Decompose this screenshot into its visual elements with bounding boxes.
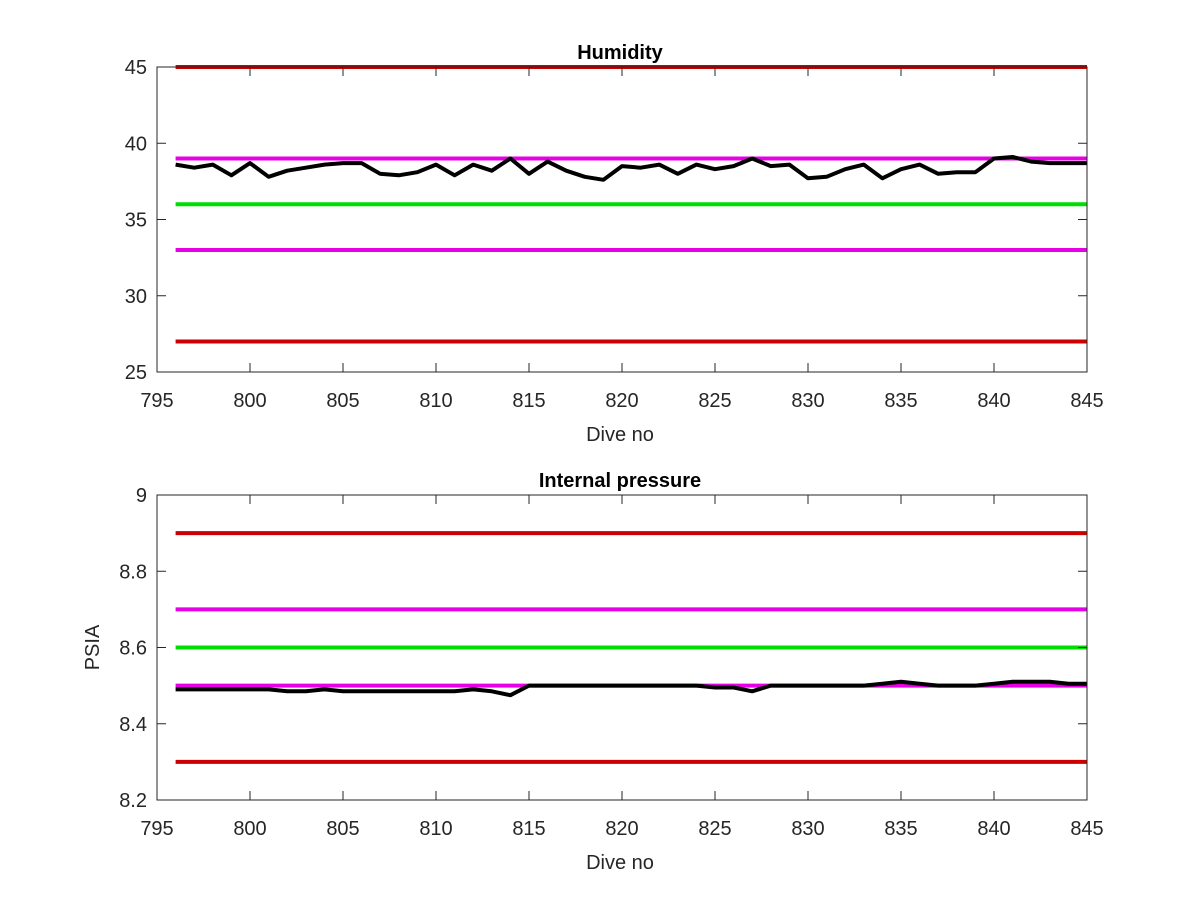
x-tick-label: 825 [698,818,731,840]
x-tick-label: 795 [140,818,173,840]
internal-pressure-panel: 795 800 805 810 815 820 825 830 835 840 845 8.2 8.4 8… [82,470,1104,874]
y-tick-label: 9 [136,485,147,507]
x-tick-label: 820 [605,390,638,412]
x-tick-label: 825 [698,390,731,412]
y-tick-label: 30 [125,286,147,308]
y-tick-label: 35 [125,210,147,232]
x-tick-label: 835 [884,390,917,412]
x-axis-label: Dive no [586,852,654,874]
x-tick-label: 805 [326,818,359,840]
y-axis-label: PSIA [82,624,104,670]
chart-title: Humidity [577,42,663,64]
x-tick-label: 830 [791,390,824,412]
x-tick-label: 845 [1070,818,1103,840]
data-series-line [175,679,1087,698]
y-tick-label: 8.2 [119,790,147,812]
x-tick-label: 840 [977,818,1010,840]
x-tick-label: 815 [512,390,545,412]
x-tick-label: 815 [512,818,545,840]
x-tick-label: 835 [884,818,917,840]
y-tick-label: 40 [125,133,147,155]
x-tick-label: 845 [1070,390,1103,412]
y-tick-label: 8.4 [119,714,147,736]
x-tick-label: 805 [326,390,359,412]
x-tick-label: 820 [605,818,638,840]
x-tick-label: 830 [791,818,824,840]
x-tick-label: 810 [419,390,452,412]
y-tick-label: 25 [125,362,147,384]
humidity-panel: 795 800 805 810 815 820 825 830 835 840 845 25 30 35 4… [125,42,1104,446]
chart-title: Internal pressure [539,470,701,492]
y-tick-label: 8.8 [119,561,147,583]
x-tick-label: 800 [233,818,266,840]
y-tick-label: 45 [125,57,147,79]
x-tick-label: 840 [977,390,1010,412]
x-tick-label: 795 [140,390,173,412]
x-tick-label: 800 [233,390,266,412]
x-tick-label: 810 [419,818,452,840]
y-tick-label: 8.6 [119,638,147,660]
data-series-line [175,155,1087,182]
x-axis-label: Dive no [586,424,654,446]
